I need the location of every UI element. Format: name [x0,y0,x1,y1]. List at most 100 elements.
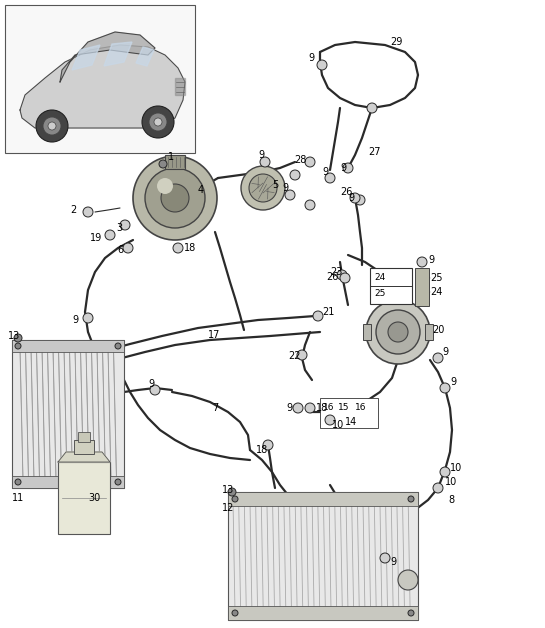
Circle shape [408,496,414,502]
Text: 9: 9 [428,255,434,265]
Text: 9: 9 [72,315,78,325]
Circle shape [48,122,56,130]
Circle shape [249,174,277,202]
Text: 27: 27 [368,147,380,157]
Polygon shape [58,452,110,462]
Text: 14: 14 [345,417,358,427]
Bar [74,440,94,454]
Circle shape [440,383,450,393]
Text: 2: 2 [70,205,76,215]
Bar [370,268,412,304]
Text: 9: 9 [308,53,314,63]
Bar [12,340,124,488]
Circle shape [305,157,315,167]
Circle shape [149,113,167,131]
Circle shape [263,440,273,450]
Text: 9: 9 [442,347,448,357]
Text: 19: 19 [90,233,102,243]
Circle shape [417,257,427,267]
Text: 9: 9 [286,403,292,413]
Text: 9: 9 [322,167,328,177]
Circle shape [343,163,353,173]
Text: 17: 17 [208,330,220,340]
Circle shape [305,200,315,210]
Text: 30: 30 [88,493,100,503]
Circle shape [398,570,418,590]
Polygon shape [136,47,154,66]
Text: 25: 25 [430,273,443,283]
Text: 15: 15 [338,404,349,413]
Text: 16: 16 [323,404,335,413]
Circle shape [142,106,174,138]
Circle shape [123,243,133,253]
Circle shape [232,496,238,502]
Text: 9: 9 [148,379,154,389]
Text: 24: 24 [374,274,385,283]
Circle shape [340,273,350,283]
Circle shape [228,488,236,496]
Circle shape [433,483,443,493]
Circle shape [433,353,443,363]
Text: 13: 13 [8,331,20,341]
Circle shape [157,178,173,194]
Text: 5: 5 [272,180,278,190]
Circle shape [133,156,217,240]
Circle shape [83,313,93,323]
Text: 18: 18 [256,445,268,455]
Circle shape [355,195,365,205]
Circle shape [388,322,408,342]
Circle shape [15,343,21,349]
Text: 12: 12 [222,503,234,513]
Circle shape [83,207,93,217]
Text: 9: 9 [390,557,396,567]
Circle shape [317,60,327,70]
Circle shape [313,311,323,321]
Bar [228,492,418,620]
Circle shape [173,243,183,253]
Polygon shape [72,45,100,70]
Polygon shape [20,45,185,128]
Bar [5,5,195,153]
Circle shape [350,193,360,203]
Text: 9: 9 [340,163,346,173]
Bar [78,432,90,442]
Bar [165,155,185,169]
Bar [320,398,378,428]
Circle shape [305,403,315,413]
Circle shape [380,553,390,563]
Bar [58,462,110,534]
Circle shape [241,166,285,210]
Circle shape [297,350,307,360]
Circle shape [232,610,238,616]
Text: 18: 18 [184,243,196,253]
Circle shape [290,170,300,180]
Circle shape [440,467,450,477]
Bar [415,268,429,306]
Polygon shape [175,78,185,95]
Circle shape [337,270,347,280]
Polygon shape [104,42,132,66]
Text: 13: 13 [222,485,234,495]
Text: 4: 4 [198,185,204,195]
Circle shape [161,184,189,212]
Circle shape [285,190,295,200]
Bar [12,476,124,488]
Text: 18: 18 [316,403,328,413]
Circle shape [408,610,414,616]
Text: 9: 9 [282,183,288,193]
Circle shape [293,403,303,413]
Text: 22: 22 [288,351,300,361]
Circle shape [120,220,130,230]
Circle shape [154,118,162,126]
Text: 25: 25 [374,290,385,298]
Circle shape [376,310,420,354]
Bar [228,492,418,506]
Text: 6: 6 [117,245,123,255]
Text: 9: 9 [348,193,354,203]
Circle shape [15,479,21,485]
Text: 3: 3 [116,223,122,233]
Text: 9: 9 [450,377,456,387]
Text: 10: 10 [445,477,457,487]
Text: 26: 26 [340,187,353,197]
Text: 9: 9 [258,150,264,160]
